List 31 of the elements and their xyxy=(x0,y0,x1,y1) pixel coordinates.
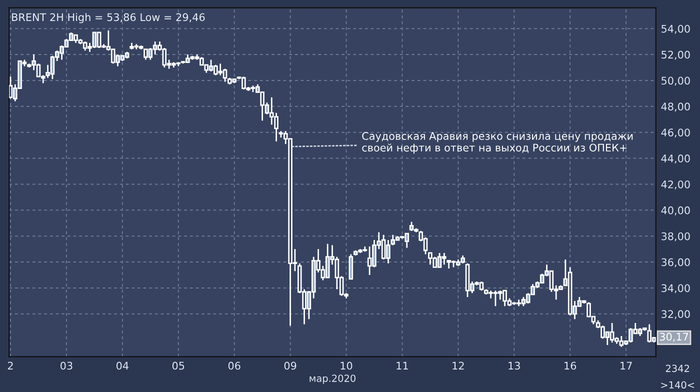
y-tick-label: 32,00 xyxy=(662,310,690,320)
x-tick-label: 10 xyxy=(340,362,352,370)
y-tick-label: 42,00 xyxy=(661,180,690,190)
y-tick-label: 48,00 xyxy=(661,102,690,112)
x-tick-label: 11 xyxy=(396,362,408,370)
y-tick-label: 38,00 xyxy=(662,232,690,242)
y-tick-label: 34,00 xyxy=(662,284,690,294)
candlestick xyxy=(348,254,354,280)
x-tick-label: 2 xyxy=(8,362,13,370)
x-tick-label: 05 xyxy=(172,362,184,370)
y-tick-label: 50,00 xyxy=(662,76,690,86)
x-tick-label: 04 xyxy=(116,362,128,370)
y-tick-label: 54,00 xyxy=(662,24,690,34)
x-tick-label: 17 xyxy=(620,362,632,370)
x-tick-label: 09 xyxy=(284,362,296,370)
x-tick-label: 16 xyxy=(564,362,576,370)
y-tick-label: 40,00 xyxy=(661,206,690,216)
y-tick-label: 46,00 xyxy=(661,128,690,138)
annotation: 30,17 xyxy=(660,332,688,342)
chart-title: BRENT 2H High = 53,86 Low = 29,46 xyxy=(12,13,205,24)
x-tick-label: 12 xyxy=(452,362,464,370)
text: 2342 xyxy=(666,364,689,372)
x-tick-label: 03 xyxy=(60,362,72,370)
x-axis-title: мар.2020 xyxy=(310,374,356,384)
annotation: Саудовская Аравия резко снизила цену продажи своей нефти в ответ на выход России из ОПЕК+ xyxy=(362,132,633,154)
text: >140< xyxy=(661,381,694,389)
x-tick-label: 13 xyxy=(508,362,520,370)
x-tick-label: 06 xyxy=(228,362,240,370)
y-tick-label: 52,00 xyxy=(662,50,690,60)
y-tick-label: 36,00 xyxy=(662,258,690,268)
y-tick-label: 44,00 xyxy=(661,154,690,164)
